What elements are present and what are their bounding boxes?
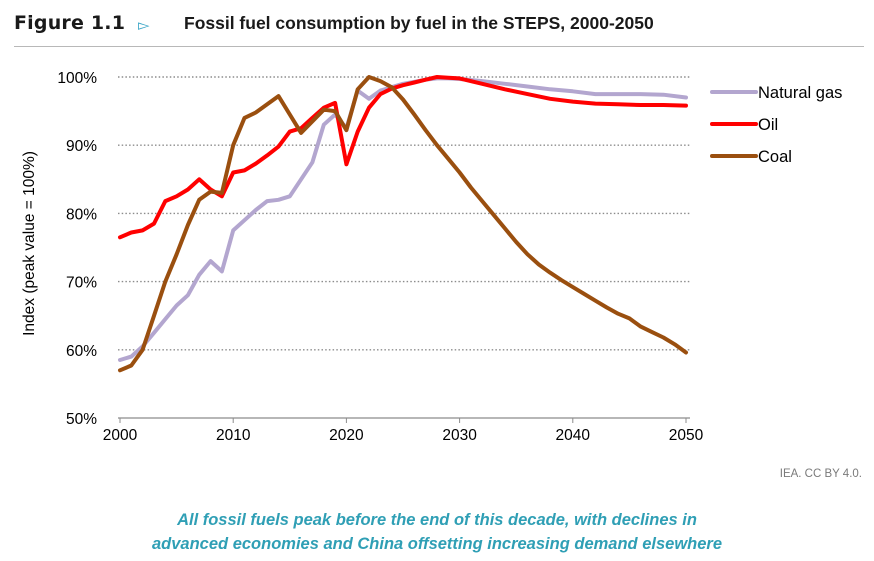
source-credit: IEA. CC BY 4.0.	[779, 468, 862, 480]
caption-line-1: All fossil fuels peak before the end of …	[177, 511, 697, 529]
y-axis-title: Index (peak value = 100%)	[21, 151, 38, 336]
legend-label: Coal	[758, 148, 792, 166]
figure-caption: All fossil fuels peak before the end of …	[0, 508, 874, 556]
header-divider	[14, 46, 864, 47]
series-line-natural-gas	[118, 76, 688, 362]
figure-label: Figure 1.1	[14, 12, 126, 34]
chart-title: Fossil fuel consumption by fuel in the S…	[184, 13, 654, 33]
x-tick-label: 2030	[442, 427, 477, 444]
x-tick-label: 2010	[216, 427, 251, 444]
y-tick-label: 70%	[66, 275, 97, 292]
legend-label: Oil	[758, 116, 778, 134]
figure-header: Figure 1.1 ▻ Fossil fuel consumption by …	[14, 10, 864, 48]
y-tick-label: 50%	[66, 411, 97, 428]
series-line-oil	[118, 75, 688, 240]
series-line-coal	[118, 75, 688, 373]
caption-line-2: advanced economies and China offsetting …	[151, 535, 723, 553]
y-tick-label: 100%	[57, 70, 97, 87]
x-tick-label: 2050	[669, 427, 704, 444]
y-tick-label: 90%	[66, 138, 97, 155]
x-tick-label: 2020	[329, 427, 364, 444]
x-tick-label: 2040	[556, 427, 591, 444]
y-tick-label: 60%	[66, 343, 97, 360]
y-tick-label: 80%	[66, 206, 97, 223]
triangle-right-icon: ▻	[138, 17, 150, 34]
x-tick-label: 2000	[103, 427, 138, 444]
legend-label: Natural gas	[758, 84, 842, 102]
line-chart: 50% 60% 70% 80% 90% 100% 2000 2010 2020 2030 2040 2…	[21, 70, 842, 444]
